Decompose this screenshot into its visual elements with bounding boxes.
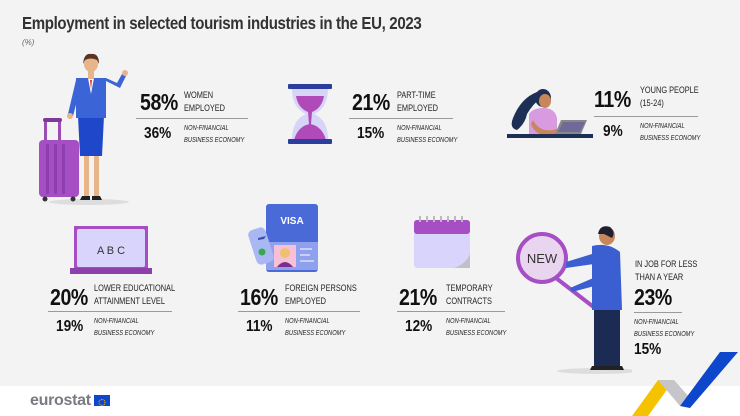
stat-value: 21% xyxy=(352,89,390,115)
nfbe-label: BUSINESS ECONOMY xyxy=(446,330,507,337)
nfbe-label: BUSINESS ECONOMY xyxy=(94,330,155,337)
divider xyxy=(594,116,698,117)
stat-label: YOUNG PEOPLE xyxy=(640,85,699,95)
nfbe-value: 19% xyxy=(56,318,84,335)
nfbe-label: NON-FINANCIAL xyxy=(446,318,491,325)
stat-value: 16% xyxy=(240,284,278,310)
stat-label: ATTAINMENT LEVEL xyxy=(94,296,165,306)
divider xyxy=(349,118,453,119)
stat-label: CONTRACTS xyxy=(446,296,492,306)
eu-flag-icon xyxy=(94,395,110,406)
flight-attendant-with-suitcase-icon xyxy=(39,53,129,205)
stat-label: THAN A YEAR xyxy=(635,272,684,282)
stat-value: 11% xyxy=(594,86,631,112)
divider xyxy=(48,311,172,312)
stat-label: TEMPORARY xyxy=(446,283,493,293)
nfbe-label: BUSINESS ECONOMY xyxy=(640,135,701,142)
nfbe-label: NON-FINANCIAL xyxy=(640,123,685,130)
nfbe-label: BUSINESS ECONOMY xyxy=(634,331,695,338)
stat-label: WOMEN xyxy=(184,90,214,100)
calendar-icon xyxy=(414,216,470,268)
nfbe-label: NON-FINANCIAL xyxy=(94,318,139,325)
stat-label: PART-TIME xyxy=(397,90,436,100)
stat-label: LOWER EDUCATIONAL xyxy=(94,283,176,293)
stat-value: 58% xyxy=(140,89,178,115)
nfbe-label: NON-FINANCIAL xyxy=(184,125,229,132)
nfbe-label: BUSINESS ECONOMY xyxy=(397,137,458,144)
nfbe-value: 12% xyxy=(405,318,433,335)
nfbe-value: 9% xyxy=(603,123,623,140)
nfbe-label: NON-FINANCIAL xyxy=(397,125,442,132)
young-person-laptop-icon xyxy=(507,89,593,138)
hourglass-icon xyxy=(288,84,332,144)
nfbe-value: 11% xyxy=(246,318,273,335)
nfbe-value: 15% xyxy=(634,341,662,358)
nfbe-label: NON-FINANCIAL xyxy=(285,318,330,325)
visa-text: VISA xyxy=(280,216,303,227)
decorative-ribbon xyxy=(632,352,738,416)
stat-label: EMPLOYED xyxy=(285,296,327,306)
divider xyxy=(136,118,248,119)
magnifier-new-icon: NEW xyxy=(516,226,632,374)
stat-label: EMPLOYED xyxy=(397,103,439,113)
stat-label: (15-24) xyxy=(640,98,664,108)
board-text: A B C xyxy=(97,245,125,257)
stat-label: FOREIGN PERSONS xyxy=(285,283,357,293)
divider xyxy=(397,311,505,312)
eurostat-logo: eurostat xyxy=(30,392,91,409)
abc-blackboard-icon: A B C xyxy=(70,226,152,274)
magnifier-text: NEW xyxy=(527,251,558,266)
visa-passport-icon: VISA xyxy=(248,204,318,272)
nfbe-value: 15% xyxy=(357,125,385,142)
nfbe-label: NON-FINANCIAL xyxy=(634,319,679,326)
stat-value: 20% xyxy=(50,284,88,310)
nfbe-label: BUSINESS ECONOMY xyxy=(285,330,346,337)
unit-label: (%) xyxy=(22,38,35,47)
stat-value: 21% xyxy=(399,284,437,310)
stat-label: EMPLOYED xyxy=(184,103,226,113)
divider xyxy=(238,311,360,312)
divider xyxy=(634,312,682,313)
nfbe-label: BUSINESS ECONOMY xyxy=(184,137,245,144)
page-title: Employment in selected tourism industrie… xyxy=(22,13,422,33)
nfbe-value: 36% xyxy=(144,125,172,142)
stat-label: IN JOB FOR LESS xyxy=(635,259,698,269)
stat-value: 23% xyxy=(634,284,672,310)
